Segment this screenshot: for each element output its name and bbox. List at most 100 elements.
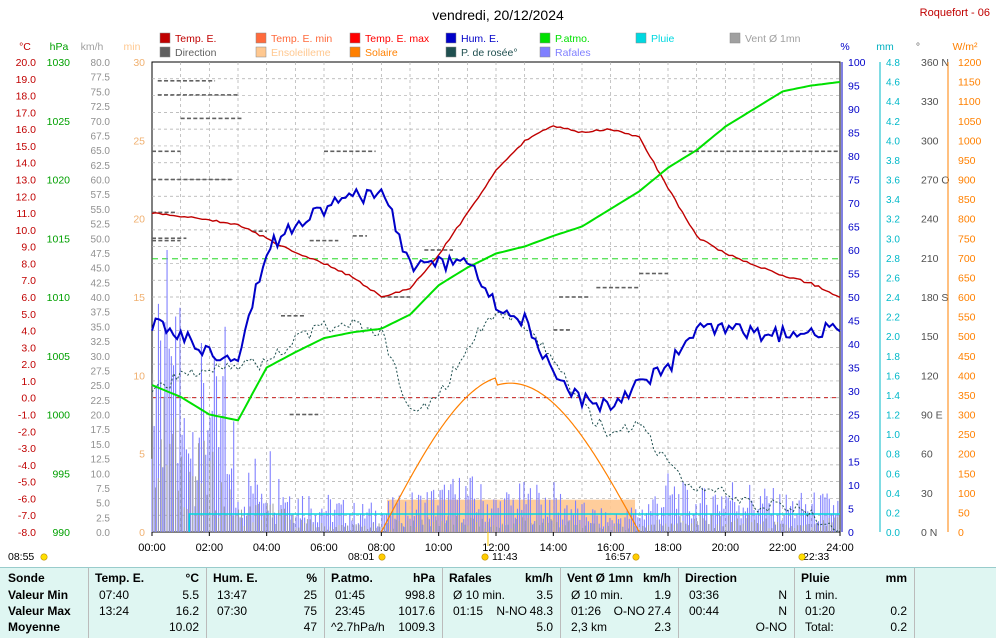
legend-swatch <box>635 32 647 44</box>
wind-tick-label: 80.0 <box>91 58 111 69</box>
stats-wind-max-time: 01:26 <box>571 604 602 618</box>
stats-temp-max: 16.2 <box>175 604 199 618</box>
temp-tick-label: 18.0 <box>16 91 37 103</box>
sol-tick-label: 1100 <box>958 96 981 108</box>
rain-tick-label: 1.0 <box>886 430 900 441</box>
hum-tick-label: 60 <box>848 245 860 257</box>
legend-label: Ensoleilleme <box>271 47 331 59</box>
marker-sunrise: 08:01 <box>348 551 374 563</box>
dir-tick-label: 210 <box>921 253 939 265</box>
legend-swatch <box>729 32 741 44</box>
press-tick-label: 990 <box>52 527 70 539</box>
temp-tick-label: 19.0 <box>16 74 37 86</box>
marker-sunset-icon <box>632 553 640 561</box>
wind-tick-label: 65.0 <box>91 146 111 157</box>
hum-tick-label: 100 <box>848 57 866 69</box>
wind-tick-label: 15.0 <box>91 440 111 451</box>
temp-tick-label: 0.0 <box>21 393 36 405</box>
legend-swatch <box>255 46 267 58</box>
rain-tick-label: 4.4 <box>886 97 900 108</box>
chart-title: vendredi, 20/12/2024 <box>432 7 564 23</box>
stats-wind-header: Vent Ø 1mn <box>567 571 634 585</box>
x-tick-label: 24:00 <box>826 542 854 554</box>
sol-tick-label: 1000 <box>958 135 982 147</box>
stats-col-press: P.atmo. hPa 01:45 998.8 23:45 1017.6 ^2.7hP… <box>324 568 443 638</box>
wind-tick-label: 47.5 <box>91 249 111 260</box>
rain-tick-label: 1.2 <box>886 411 900 422</box>
stats-row-avg: Moyenne <box>8 620 61 634</box>
axis-unit-labels: °C hPa km/h min% mm ° W/m² <box>19 41 978 53</box>
unit-min: min <box>124 41 141 53</box>
stats-press-header: P.atmo. <box>331 571 373 585</box>
unit-sol: W/m² <box>952 41 978 53</box>
stats-dir-max-time: 00:44 <box>689 604 720 618</box>
temp-tick-label: 20.0 <box>16 57 37 69</box>
stats-hum-min-time: 13:47 <box>217 588 248 602</box>
wind-tick-label: 0.0 <box>96 528 110 539</box>
unit-dir: ° <box>916 41 920 53</box>
dir-tick-label: 60 <box>921 449 933 461</box>
temp-tick-label: 15.0 <box>16 141 37 153</box>
stats-rain-max-time: 01:20 <box>805 604 836 618</box>
stats-col-temp: Temp. E. °C 07:40 5.5 13:24 16.2 10.02 <box>88 568 207 638</box>
marker-noon-icon <box>481 553 489 561</box>
rain-tick-label: 0.6 <box>886 469 900 480</box>
x-tick-label: 18:00 <box>654 542 682 554</box>
legend-swatch <box>159 32 171 44</box>
series-p-atmo- <box>151 81 841 422</box>
temp-tick-label: 5.0 <box>21 309 36 321</box>
sol-tick-label: 700 <box>958 253 976 265</box>
temp-tick-label: -7.0 <box>18 510 36 522</box>
stats-temp-max-time: 13:24 <box>99 604 130 618</box>
legend-swatch <box>539 46 551 58</box>
marker-moonset: 08:55 <box>8 551 34 563</box>
dir-tick-label: 150 <box>921 331 939 343</box>
minutes-tick-label: 20 <box>133 214 145 226</box>
sol-tick-label: 600 <box>958 292 976 304</box>
stats-press-avg: 1009.3 <box>398 620 435 634</box>
dir-tick-label: 300 <box>921 135 939 147</box>
sol-tick-label: 250 <box>958 429 976 441</box>
hum-tick-label: 10 <box>848 480 860 492</box>
marker-moonset-icon <box>40 553 48 561</box>
temp-tick-label: -2.0 <box>18 426 36 438</box>
sol-tick-label: 750 <box>958 233 976 245</box>
x-tick-label: 22:00 <box>769 542 797 554</box>
wind-tick-label: 42.5 <box>91 278 111 289</box>
x-tick-label: 12:00 <box>482 542 510 554</box>
series <box>151 80 841 533</box>
wind-tick-label: 67.5 <box>91 131 111 142</box>
wind-tick-label: 2.5 <box>96 513 110 524</box>
sol-tick-label: 350 <box>958 390 976 402</box>
hum-tick-label: 65 <box>848 222 860 234</box>
wind-tick-label: 57.5 <box>91 190 111 201</box>
stats-gust-avg: 5.0 <box>536 620 553 634</box>
unit-wind: km/h <box>81 41 104 53</box>
legend-swatch <box>349 46 361 58</box>
wind-tick-label: 35.0 <box>91 322 111 333</box>
press-tick-label: 1010 <box>47 292 71 304</box>
stats-press-max-time: 23:45 <box>335 604 366 618</box>
temp-tick-label: 13.0 <box>16 175 37 187</box>
sol-tick-label: 650 <box>958 272 976 284</box>
temp-tick-label: 7.0 <box>21 275 36 287</box>
wind-tick-label: 55.0 <box>91 205 111 216</box>
legend-label: Temp. E. <box>175 33 216 45</box>
temp-tick-label: 6.0 <box>21 292 36 304</box>
stats-dir-max: N <box>778 604 787 618</box>
hum-tick-label: 90 <box>848 104 860 116</box>
station-name: Roquefort - 06 <box>920 7 990 19</box>
marker-moonrise-icon <box>798 553 806 561</box>
stats-press-max: 1017.6 <box>398 604 435 618</box>
stats-rain-interval: 1 min. <box>805 588 838 602</box>
grid <box>152 62 840 532</box>
stats-dir-min-time: 03:36 <box>689 588 720 602</box>
hum-tick-label: 85 <box>848 128 860 140</box>
legend-label: Rafales <box>555 47 591 59</box>
stats-wind-max-dir: O-NO <box>613 604 645 618</box>
x-tick-label: 20:00 <box>712 542 740 554</box>
stats-hum-max-time: 07:30 <box>217 604 248 618</box>
marker-noon: 11:43 <box>492 551 518 563</box>
rain-tick-label: 2.4 <box>886 293 900 304</box>
wind-tick-label: 7.5 <box>96 484 110 495</box>
